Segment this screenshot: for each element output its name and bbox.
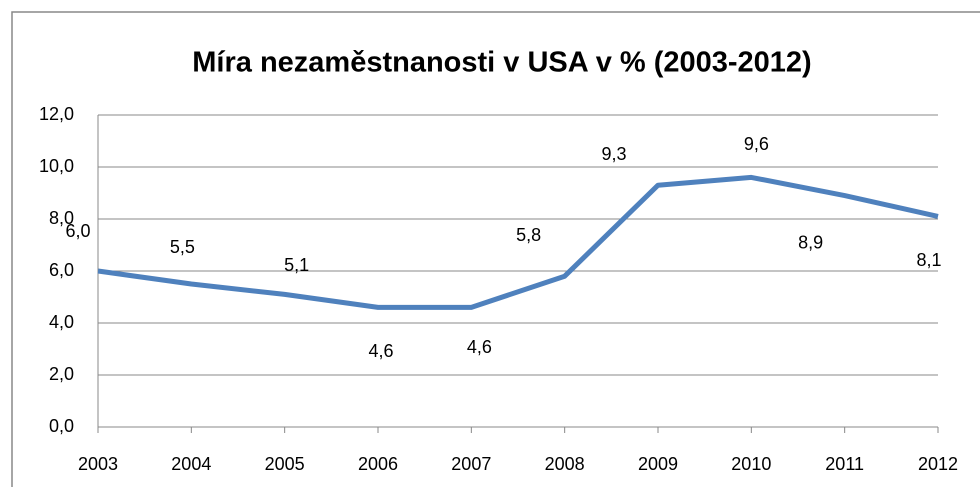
data-label: 4,6 (368, 341, 393, 361)
data-label: 5,8 (516, 225, 541, 245)
x-tick-label: 2004 (171, 454, 211, 474)
y-tick-label: 6,0 (49, 260, 74, 280)
data-label: 9,6 (744, 134, 769, 154)
data-label: 9,3 (601, 144, 626, 164)
x-tick-label: 2011 (825, 454, 864, 474)
data-label: 5,5 (170, 237, 195, 257)
x-tick-label: 2012 (918, 454, 958, 474)
data-label: 6,0 (65, 221, 90, 241)
y-tick-label: 4,0 (49, 312, 74, 332)
data-label: 8,9 (798, 232, 823, 252)
chart-title: Míra nezaměstnanosti v USA v % (2003-201… (192, 47, 811, 79)
y-tick-label: 2,0 (49, 364, 74, 384)
x-tick-label: 2003 (78, 454, 118, 474)
x-tick-label: 2005 (265, 454, 305, 474)
x-tick-label: 2009 (638, 454, 678, 474)
data-label: 4,6 (467, 337, 492, 357)
y-tick-label: 8,0 (49, 208, 74, 228)
x-tick-label: 2008 (545, 454, 585, 474)
x-tick-label: 2010 (731, 454, 771, 474)
y-tick-label: 12,0 (39, 104, 74, 124)
chart-frame (11, 11, 980, 487)
y-tick-label: 0,0 (49, 416, 74, 436)
y-tick-label: 10,0 (39, 156, 74, 176)
data-label: 8,1 (916, 250, 941, 270)
x-tick-label: 2006 (358, 454, 398, 474)
data-label: 5,1 (284, 255, 309, 275)
x-tick-label: 2007 (451, 454, 491, 474)
data-line (97, 174, 939, 310)
